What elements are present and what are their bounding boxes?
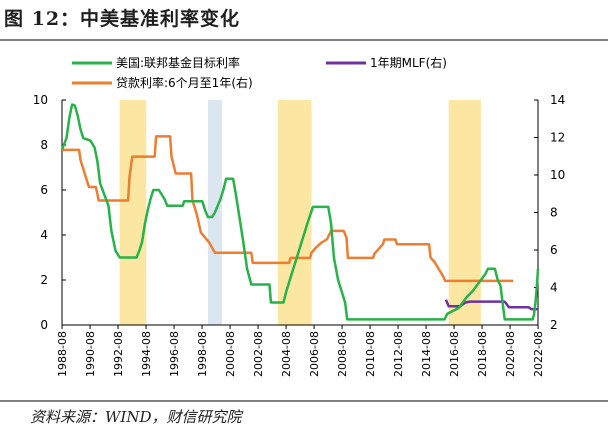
shaded-periods: [119, 100, 481, 325]
left-axis-ticks: 0 2 4 6 8 10: [33, 93, 66, 332]
left-tick-label: 8: [40, 138, 48, 152]
x-tick-label: 2006-08: [308, 331, 321, 377]
right-tick-label: 14: [550, 93, 565, 107]
x-tick-label: 2016-08: [448, 331, 461, 377]
left-tick-label: 0: [40, 318, 48, 332]
right-tick-label: 8: [550, 206, 558, 220]
right-tick-label: 10: [550, 168, 565, 182]
x-tick-label: 2010-08: [364, 331, 377, 377]
legend-loan-rate-label: 贷款利率:6个月至1年(右): [116, 75, 253, 90]
right-tick-label: 12: [550, 131, 565, 145]
legend-mlf-label: 1年期MLF(右): [370, 55, 447, 70]
chart-area: 0 2 4 6 8 10 2 4 6 8 10 12 14 1988-08 1990-08 1992-08…: [33, 55, 566, 377]
shaded-period-3: [277, 100, 312, 325]
left-tick-label: 6: [40, 183, 48, 197]
fed-funds-rate-line: [60, 103, 540, 321]
x-tick-label: 2002-08: [252, 331, 265, 377]
right-tick-label: 2: [550, 318, 558, 332]
source-note: 资料来源：WIND，财信研究院: [30, 408, 242, 426]
legend-fed-funds-label: 美国:联邦基金目标利率: [116, 55, 240, 70]
x-tick-label: 2004-08: [280, 331, 293, 377]
x-tick-label: 2012-08: [392, 331, 405, 377]
x-tick-label: 2022-08: [532, 331, 545, 377]
x-tick-label: 1996-08: [168, 331, 181, 377]
right-tick-label: 4: [550, 281, 558, 295]
shaded-period-4: [448, 100, 481, 325]
x-tick-label: 1992-08: [112, 331, 125, 377]
x-tick-label: 2018-08: [476, 331, 489, 377]
series-lines: [60, 103, 540, 321]
footer-divider: [0, 400, 608, 402]
x-tick-label: 2020-08: [504, 331, 517, 377]
loan-rate-line: [62, 135, 514, 283]
left-tick-label: 2: [40, 273, 48, 287]
mlf-rate-line: [444, 299, 538, 311]
x-tick-label: 1994-08: [140, 331, 153, 377]
x-tick-label: 2000-08: [224, 331, 237, 377]
left-tick-label: 4: [40, 228, 48, 242]
legend: 美国:联邦基金目标利率 1年期MLF(右) 贷款利率:6个月至1年(右): [72, 55, 447, 90]
shaded-period-1: [119, 100, 147, 325]
x-axis-ticks: 1988-08 1990-08 1992-08 1994-08 1996-08 1998-…: [56, 325, 545, 377]
title-divider: [0, 39, 608, 41]
x-tick-label: 2008-08: [336, 331, 349, 377]
right-axis-ticks: 2 4 6 8 10 12 14: [534, 93, 565, 332]
left-tick-label: 10: [33, 93, 48, 107]
chart-title: 图 12：中美基准利率变化: [4, 8, 241, 30]
x-tick-label: 1990-08: [84, 331, 97, 377]
x-tick-label: 1998-08: [196, 331, 209, 377]
x-tick-label: 2014-08: [420, 331, 433, 377]
right-tick-label: 6: [550, 243, 558, 257]
x-tick-label: 1988-08: [56, 331, 69, 377]
